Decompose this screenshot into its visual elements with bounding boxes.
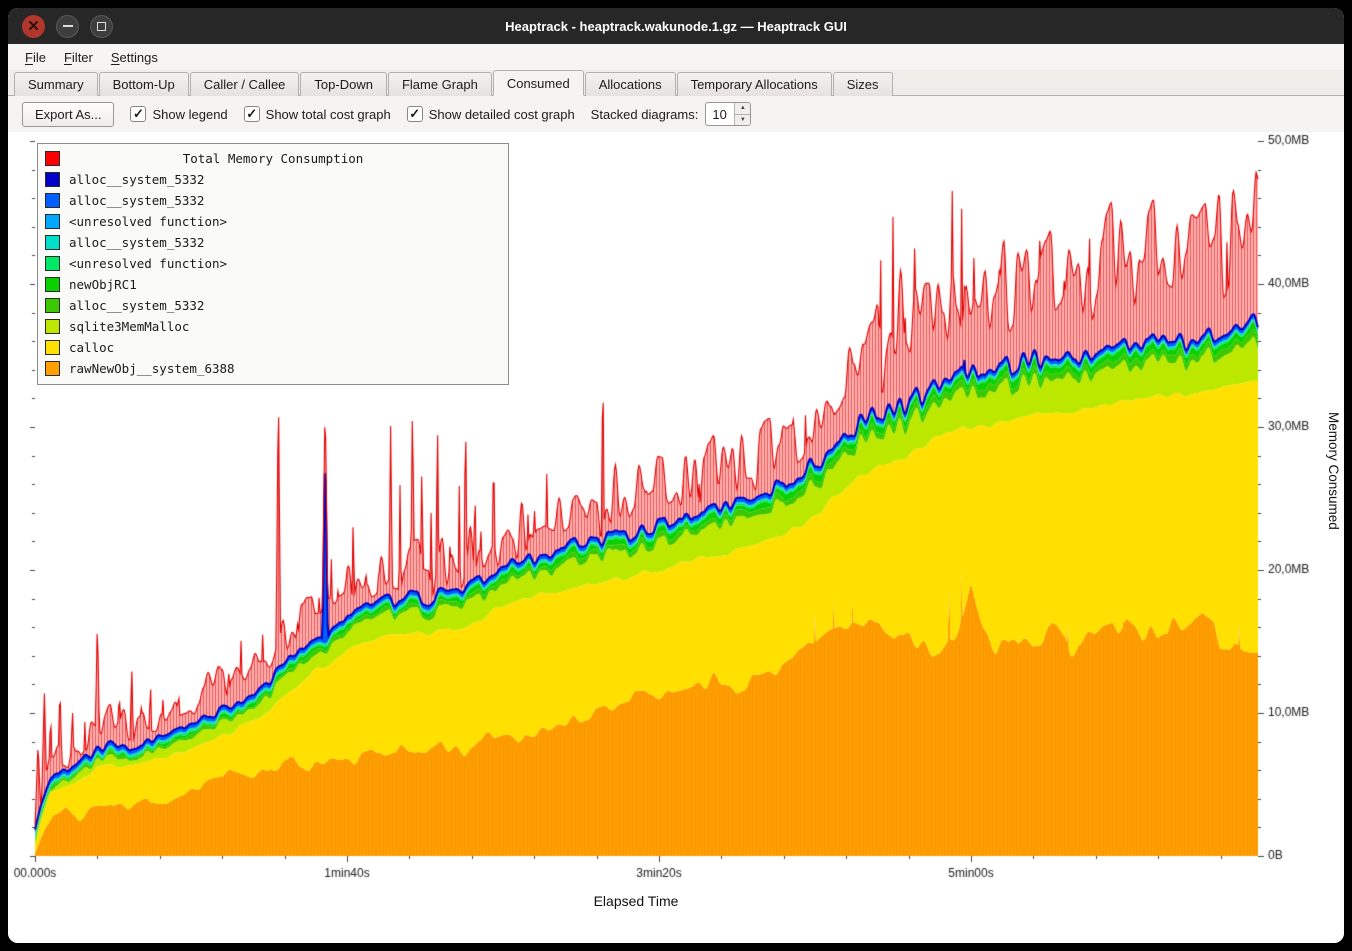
window-close-button[interactable]: ✕ <box>22 14 45 38</box>
checkbox-show-detailed-cost-graph[interactable]: ✓ Show detailed cost graph <box>406 106 575 122</box>
legend-swatch <box>45 193 60 208</box>
legend-swatch <box>45 361 60 376</box>
checkbox-label: Show total cost graph <box>265 106 391 122</box>
export-as-button[interactable]: Export As... <box>22 101 115 127</box>
legend-item: calloc <box>38 337 508 358</box>
legend-item: <unresolved function> <box>38 211 508 232</box>
check-icon: ✓ <box>409 106 421 121</box>
spin-buttons: ▲ ▼ <box>734 103 751 125</box>
checkbox-icon: ✓ <box>243 106 260 122</box>
checkbox-label: Show legend <box>152 106 228 122</box>
legend-label: alloc__system_5332 <box>69 172 205 187</box>
check-icon: ✓ <box>246 106 258 121</box>
stacked-diagrams-value: 10 <box>712 106 727 122</box>
legend-label: <unresolved function> <box>69 256 228 271</box>
legend-label: newObjRC1 <box>69 277 137 292</box>
legend-title: Total Memory Consumption <box>182 151 364 166</box>
window-minimize-button[interactable] <box>56 14 79 38</box>
legend-swatch <box>45 256 60 271</box>
checkbox-icon: ✓ <box>406 106 423 122</box>
legend-title-row: Total Memory Consumption <box>38 148 508 169</box>
legend-swatch <box>45 151 60 166</box>
checkbox-show-legend[interactable]: ✓ Show legend <box>130 106 228 122</box>
stacked-diagrams-label: Stacked diagrams: <box>590 106 699 122</box>
legend-item: alloc__system_5332 <box>38 190 508 211</box>
legend-swatch <box>45 214 60 229</box>
window-maximize-button[interactable] <box>90 14 113 38</box>
tabbar: Summary Bottom-Up Caller / Callee Top-Do… <box>8 70 1344 96</box>
legend-label: alloc__system_5332 <box>69 235 205 250</box>
legend-item: alloc__system_5332 <box>38 232 508 253</box>
menu-filter[interactable]: Filter <box>63 49 93 65</box>
y-axis-title: Memory Consumed <box>1326 412 1341 530</box>
maximize-icon <box>97 21 106 31</box>
legend-item: alloc__system_5332 <box>38 295 508 316</box>
legend-item: newObjRC1 <box>38 274 508 295</box>
tab-allocations[interactable]: Allocations <box>584 72 676 96</box>
legend-label: calloc <box>69 340 115 355</box>
tab-caller-callee[interactable]: Caller / Callee <box>189 72 300 96</box>
tab-summary[interactable]: Summary <box>14 72 98 96</box>
legend-label: sqlite3MemMalloc <box>69 319 190 334</box>
legend-swatch <box>45 172 60 187</box>
legend-item: <unresolved function> <box>38 253 508 274</box>
legend-label: <unresolved function> <box>69 214 228 229</box>
legend-label: alloc__system_5332 <box>69 298 205 313</box>
spin-down-button[interactable]: ▼ <box>735 113 751 125</box>
menu-settings[interactable]: Settings <box>110 49 158 65</box>
checkbox-icon: ✓ <box>130 106 147 122</box>
chart-region: Total Memory Consumption alloc__system_5… <box>8 132 1344 943</box>
tab-top-down[interactable]: Top-Down <box>300 72 387 96</box>
x-axis-title: Elapsed Time <box>593 893 679 909</box>
window-title: Heaptrack - heaptrack.wakunode.1.gz — He… <box>505 18 847 34</box>
menu-file[interactable]: File <box>25 49 46 65</box>
legend-swatch <box>45 340 60 355</box>
menubar: File Filter Settings <box>8 44 1344 70</box>
legend-swatch <box>45 298 60 313</box>
tab-sizes[interactable]: Sizes <box>832 72 893 96</box>
stacked-diagrams-spinbox[interactable]: 10 ▲ ▼ <box>705 102 752 126</box>
tab-bottom-up[interactable]: Bottom-Up <box>98 72 189 96</box>
tab-temporary-allocations[interactable]: Temporary Allocations <box>676 72 832 96</box>
legend-swatch <box>45 277 60 292</box>
spin-up-button[interactable]: ▲ <box>735 103 751 114</box>
window-controls: ✕ <box>22 14 113 38</box>
legend-swatch <box>45 235 60 250</box>
chart-legend: Total Memory Consumption alloc__system_5… <box>37 143 509 385</box>
legend-swatch <box>45 319 60 334</box>
titlebar: ✕ Heaptrack - heaptrack.wakunode.1.gz — … <box>8 8 1344 44</box>
checkbox-label: Show detailed cost graph <box>428 106 575 122</box>
stacked-diagrams-control: Stacked diagrams: 10 ▲ ▼ <box>591 102 752 126</box>
legend-label: rawNewObj__system_6388 <box>69 361 235 376</box>
app-window: ✕ Heaptrack - heaptrack.wakunode.1.gz — … <box>8 8 1344 943</box>
close-icon: ✕ <box>27 17 40 35</box>
toolbar: Export As... ✓ Show legend ✓ Show total … <box>8 96 1344 132</box>
legend-item: sqlite3MemMalloc <box>38 316 508 337</box>
tab-consumed[interactable]: Consumed <box>492 70 584 96</box>
check-icon: ✓ <box>133 106 144 121</box>
legend-label: alloc__system_5332 <box>69 193 205 208</box>
checkbox-show-total-cost-graph[interactable]: ✓ Show total cost graph <box>243 106 391 122</box>
legend-item: rawNewObj__system_6388 <box>38 358 508 379</box>
legend-item: alloc__system_5332 <box>38 169 508 190</box>
minimize-icon <box>62 25 73 27</box>
tab-flame-graph[interactable]: Flame Graph <box>387 72 492 96</box>
